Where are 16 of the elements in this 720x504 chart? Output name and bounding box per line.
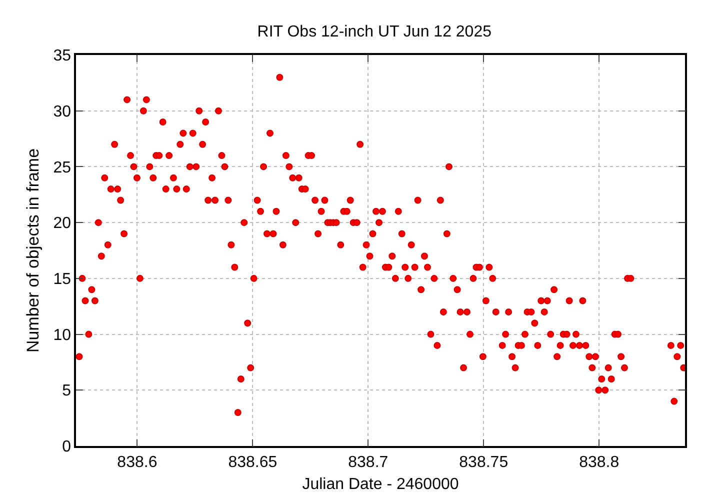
y-tick-label: 25 xyxy=(53,159,72,176)
chart-title: RIT Obs 12-inch UT Jun 12 2025 xyxy=(257,23,492,40)
y-tick-label: 15 xyxy=(53,271,72,288)
x-tick-label: 838.65 xyxy=(228,454,278,471)
y-axis-title: Number of objects in frame xyxy=(23,148,42,353)
x-tick-label: 838.8 xyxy=(579,454,620,471)
x-axis-title: Julian Date - 2460000 xyxy=(302,476,459,494)
y-tick-label: 0 xyxy=(62,438,72,456)
x-tick-label: 838.75 xyxy=(459,454,508,471)
x-tick-label: 838.6 xyxy=(117,454,158,471)
y-tick-label: 10 xyxy=(53,326,72,344)
y-tick-label: 5 xyxy=(62,382,72,400)
y-tick-label: 30 xyxy=(53,103,72,120)
y-tick-label: 35 xyxy=(53,48,72,65)
y-tick-label: 20 xyxy=(53,215,72,232)
x-tick-label: 838.7 xyxy=(348,454,388,471)
